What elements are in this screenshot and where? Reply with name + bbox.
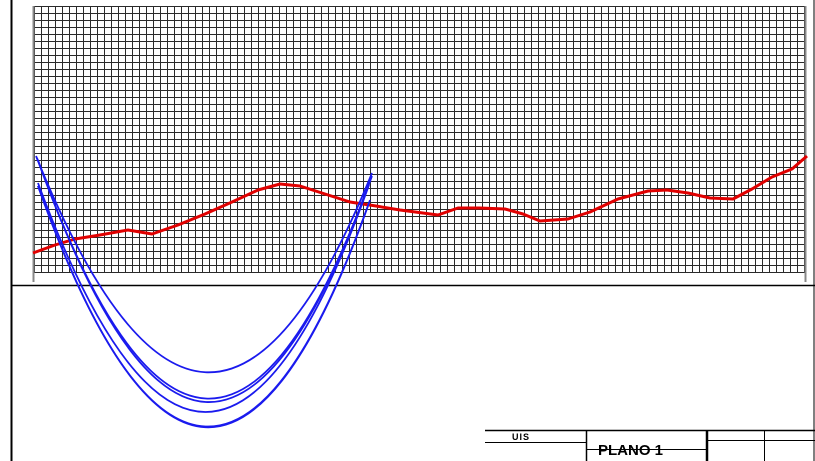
title-block-sheet-label: PLANO 1 [598,442,663,459]
cable-curve-6 [37,185,371,428]
cable-curves [35,155,373,429]
cable-curve-1 [35,155,373,374]
terrain-profile-line [32,154,808,255]
cable-curve-4 [37,182,370,413]
title-block-org-label: UIS [512,432,530,442]
cable-curve-3 [37,159,372,403]
title-block: UIS PLANO 1 [485,429,815,461]
